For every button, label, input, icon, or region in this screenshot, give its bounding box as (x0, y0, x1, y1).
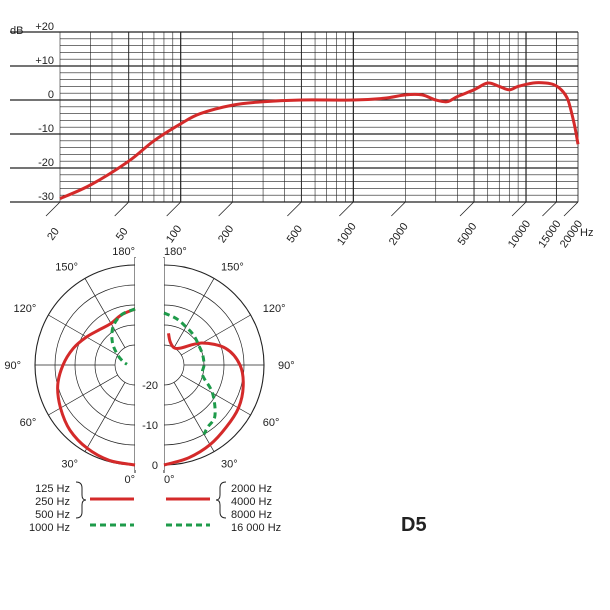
polar-spoke (181, 374, 251, 416)
polar-spoke (84, 382, 126, 452)
polar-curve-left-solid (56, 307, 136, 467)
x-tick-mark (391, 201, 406, 217)
y-tick-label: 0 (48, 89, 54, 101)
legend-left-label: 500 Hz (35, 509, 70, 521)
polar-angle-label-left: 60° (20, 417, 37, 429)
x-unit-label: Hz (580, 227, 593, 239)
legend-right-brace (215, 481, 227, 519)
legend-left-brace (75, 481, 87, 519)
polar-angle-label-right: 0° (164, 474, 175, 486)
polar-spoke (173, 278, 215, 348)
legend-left-label: 250 Hz (35, 496, 70, 508)
y-tick-label: -10 (38, 123, 54, 135)
polar-angle-label-left: 90° (4, 360, 21, 372)
polar-db-labels: 0 -10 -20 (142, 380, 158, 472)
legend-left-label: 1000 Hz (29, 522, 70, 534)
x-tick-mark (287, 201, 302, 217)
x-tick-label: 1000 (335, 221, 359, 248)
polar-center-gap (135, 258, 164, 470)
x-tick-label: 2000 (387, 221, 411, 248)
polar-angle-label-left: 150° (55, 261, 78, 273)
polar-angle-label-right: 60° (263, 417, 280, 429)
polar-angle-label-left: 30° (61, 459, 78, 471)
frequency-response-chart: +20 +10 0 -10 -20 -30 dB 20 50 100 200 500 1000 200… (10, 21, 593, 250)
polar-angle-label-left: 0° (124, 474, 135, 486)
polar-curve-right-solid (163, 333, 245, 467)
x-tick-mark (511, 201, 527, 217)
polar-ring (114, 344, 136, 386)
x-tick-label: 50 (114, 226, 131, 243)
x-tick-label: 5000 (456, 221, 480, 248)
x-tick-mark (563, 201, 579, 217)
y-unit-label: dB (10, 25, 23, 37)
polar-spoke (84, 278, 126, 348)
polar-spoke (173, 382, 215, 452)
y-tick-label: +10 (35, 55, 54, 67)
x-tick-mark (339, 201, 354, 217)
polar-angle-label-right: 180° (164, 246, 187, 258)
x-tick-label: 500 (285, 223, 305, 245)
y-tick-label: -30 (38, 191, 54, 203)
polar-angle-label-right: 120° (263, 303, 286, 315)
legend-left-label: 125 Hz (35, 483, 70, 495)
legend-right-label: 8000 Hz (231, 509, 272, 521)
frequency-y-tick-labels: +20 +10 0 -10 -20 -30 (35, 21, 54, 203)
polar-angle-label-left: 180° (112, 246, 135, 258)
polar-curve-left-dashed (110, 307, 136, 366)
polar-angle-label-left: 120° (14, 303, 37, 315)
polar-db-label: -20 (142, 380, 158, 392)
polar-curve-right-dashed (163, 311, 217, 435)
polar-db-label: -10 (142, 420, 158, 432)
legend-right-label: 16 000 Hz (231, 522, 281, 534)
x-tick-mark (542, 201, 557, 217)
x-tick-mark (114, 201, 129, 217)
polar-pattern-chart: 0 -10 -20 180° 180° 150° 150° 120° 120° 90° 90° 60… (4, 246, 294, 486)
frequency-response-curve (59, 81, 580, 200)
model-label: D5 (401, 514, 427, 536)
y-tick-label: +20 (35, 21, 54, 33)
polar-angle-label-right: 90° (278, 360, 295, 372)
frequency-grid (10, 31, 579, 203)
polar-angle-label-right: 150° (221, 261, 244, 273)
polar-curves (56, 307, 245, 467)
x-tick-mark (459, 201, 475, 217)
x-tick-mark (166, 201, 181, 217)
polar-angle-labels: 180° 180° 150° 150° 120° 120° 90° 90° 60° 60° 30° 3… (4, 246, 294, 486)
polar-angle-label-right: 30° (221, 459, 238, 471)
polar-spoke (48, 314, 118, 356)
x-tick-label: 200 (216, 223, 236, 245)
polar-ring (163, 344, 185, 386)
x-tick-label: 100 (164, 223, 184, 245)
x-tick-mark (218, 201, 233, 217)
x-tick-label: 20 (45, 226, 62, 243)
y-tick-label: -20 (38, 157, 54, 169)
polar-spoke (181, 314, 251, 356)
polar-db-label: 0 (152, 460, 158, 472)
legend-right-label: 2000 Hz (231, 483, 272, 495)
legend-right-label: 4000 Hz (231, 496, 272, 508)
x-tick-mark (45, 201, 61, 217)
x-tick-label: 10000 (506, 218, 533, 250)
